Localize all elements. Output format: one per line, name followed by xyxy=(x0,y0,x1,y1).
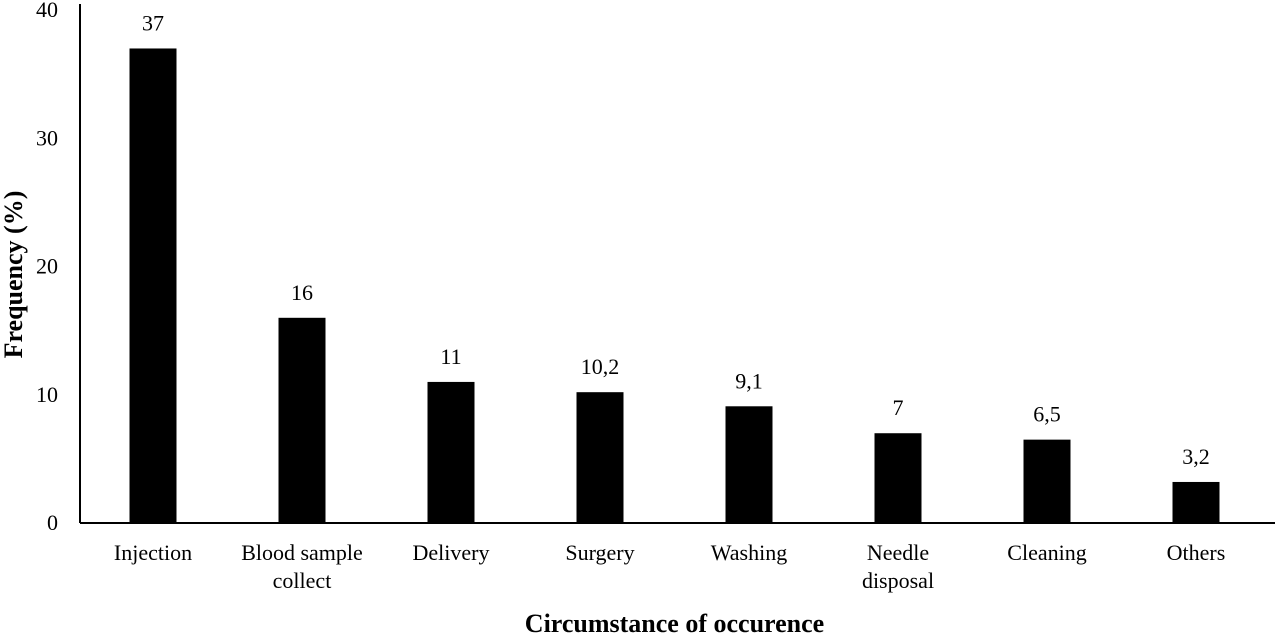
data-label-4: 9,1 xyxy=(735,368,763,393)
y-tick-label-2: 20 xyxy=(36,254,58,279)
data-label-1: 16 xyxy=(291,280,313,305)
category-label-3: Surgery xyxy=(565,540,634,565)
x-axis-categories: Injection Blood sample collect Delivery Surg… xyxy=(114,540,1225,593)
y-tick-label-1: 10 xyxy=(36,382,58,407)
category-label-2: Delivery xyxy=(413,540,490,565)
data-label-3: 10,2 xyxy=(581,354,620,379)
bar-4 xyxy=(725,406,773,523)
bar-7 xyxy=(1172,481,1220,523)
y-tick-label-4: 40 xyxy=(36,0,58,22)
data-label-0: 37 xyxy=(142,10,164,35)
category-label-1: Blood sample collect xyxy=(241,540,363,593)
bar-0 xyxy=(129,48,177,523)
category-label-4: Washing xyxy=(711,540,787,565)
data-label-5: 7 xyxy=(893,395,904,420)
category-label-6: Cleaning xyxy=(1007,540,1086,565)
data-label-7: 3,2 xyxy=(1182,444,1210,469)
data-label-6: 6,5 xyxy=(1033,402,1061,427)
y-axis-ticks: 0 10 20 30 40 xyxy=(36,0,58,535)
y-axis-title: Frequency (%) xyxy=(0,191,28,359)
bar-3 xyxy=(576,392,624,523)
bars-group xyxy=(129,48,1220,523)
bar-2 xyxy=(427,381,475,523)
y-tick-label-3: 30 xyxy=(36,125,58,150)
bar-1 xyxy=(278,317,326,523)
category-label-0: Injection xyxy=(114,540,192,565)
y-tick-label-0: 0 xyxy=(47,510,58,535)
category-label-7: Others xyxy=(1167,540,1226,565)
category-label-5: Needle disposal xyxy=(862,540,934,593)
x-axis-title: Circumstance of occurence xyxy=(525,609,824,636)
bar-6 xyxy=(1023,439,1071,523)
data-labels-group: 37 16 11 10,2 9,1 7 6,5 3,2 xyxy=(142,10,1210,468)
data-label-2: 11 xyxy=(440,344,461,369)
bar-5 xyxy=(874,433,922,523)
